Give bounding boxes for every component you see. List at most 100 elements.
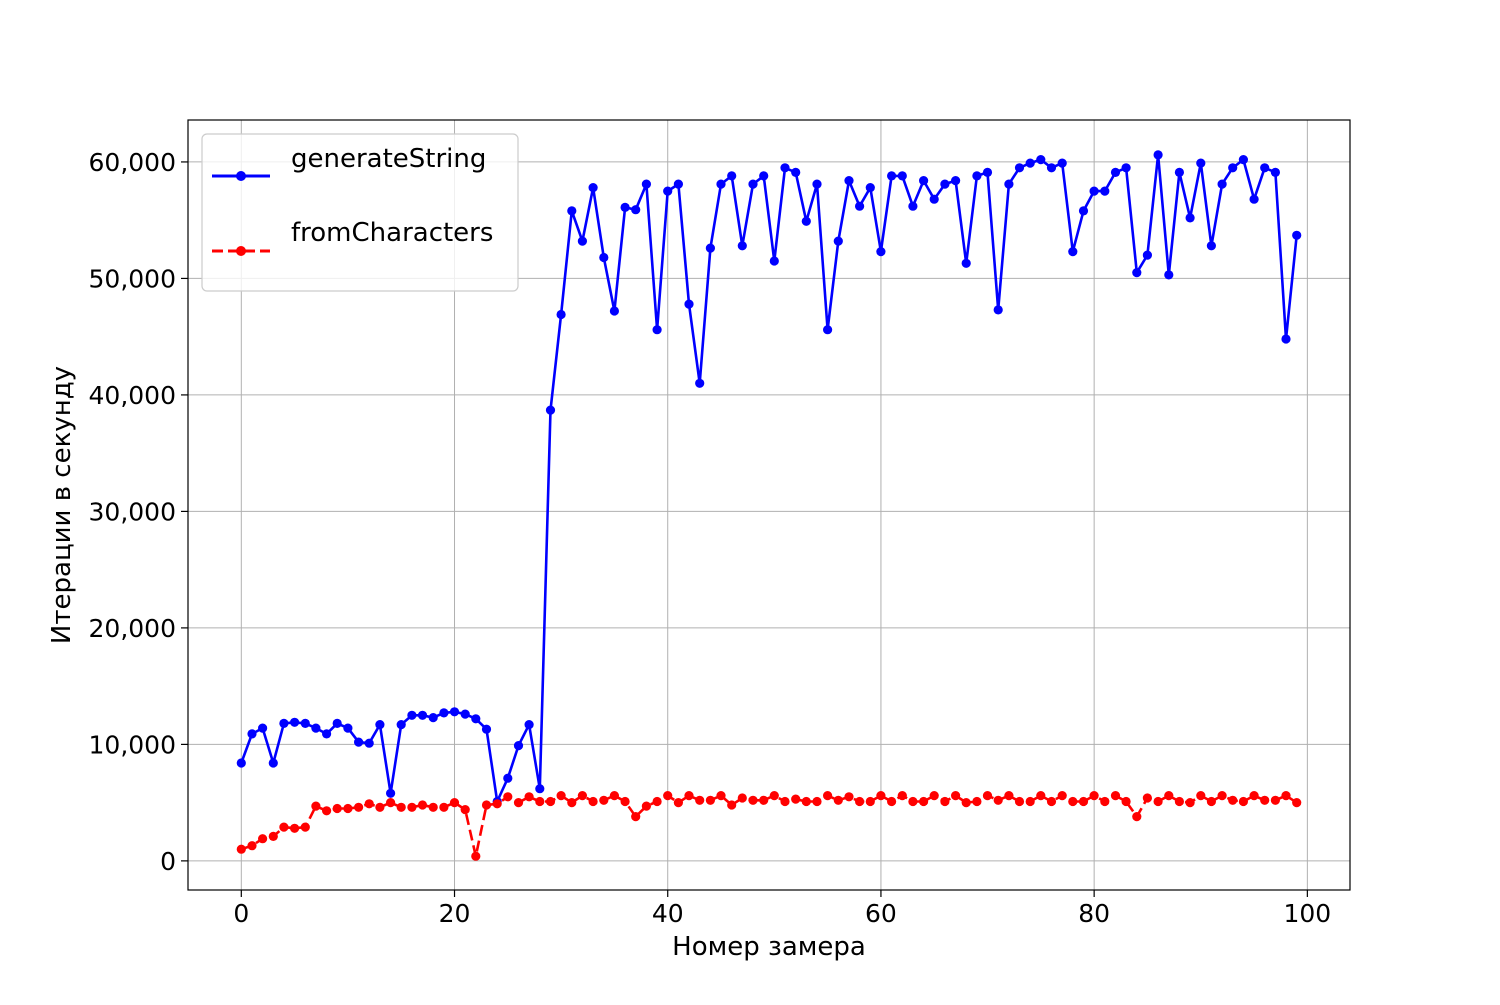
- data-point-generatestring: [812, 179, 822, 189]
- data-point-generatestring: [716, 179, 726, 189]
- data-point-generatestring: [1110, 167, 1121, 177]
- data-point-fromcharacters: [865, 796, 875, 807]
- data-point-fromcharacters: [972, 796, 982, 807]
- data-point-fromcharacters: [556, 791, 566, 801]
- y-tick-label: 30,000: [89, 497, 176, 526]
- data-point-generatestring: [1217, 179, 1227, 189]
- data-point-fromcharacters: [460, 805, 470, 815]
- data-point-fromcharacters: [577, 791, 588, 801]
- data-point-fromcharacters: [1068, 796, 1078, 807]
- x-tick-label: 80: [1078, 899, 1110, 928]
- x-tick-label: 40: [652, 899, 684, 928]
- data-point-generatestring: [1078, 206, 1089, 216]
- series-fromcharacters: [236, 791, 1302, 861]
- data-point-generatestring: [759, 171, 769, 181]
- data-point-generatestring: [332, 718, 342, 729]
- data-point-generatestring: [940, 179, 950, 189]
- data-point-generatestring: [343, 723, 353, 733]
- data-point-fromcharacters: [1036, 791, 1046, 801]
- data-point-fromcharacters: [1260, 795, 1270, 805]
- data-point-fromcharacters: [652, 796, 662, 807]
- data-point-generatestring: [567, 206, 577, 216]
- data-point-generatestring: [631, 205, 641, 215]
- data-point-generatestring: [524, 720, 534, 730]
- data-point-generatestring: [769, 256, 779, 266]
- data-point-generatestring: [908, 201, 918, 211]
- data-point-fromcharacters: [258, 834, 268, 844]
- data-point-fromcharacters: [663, 791, 673, 801]
- data-point-fromcharacters: [1089, 791, 1099, 801]
- data-point-fromcharacters: [1132, 812, 1142, 822]
- data-point-generatestring: [1270, 167, 1280, 177]
- series-line-generatestring: [240, 153, 1298, 803]
- data-point-generatestring: [1249, 194, 1259, 204]
- data-point-fromcharacters: [1004, 791, 1014, 801]
- data-point-fromcharacters: [322, 806, 332, 816]
- data-point-fromcharacters: [364, 799, 374, 809]
- data-point-generatestring: [855, 201, 865, 211]
- series-generatestring: [236, 150, 1302, 807]
- data-point-fromcharacters: [279, 822, 289, 832]
- data-point-generatestring: [535, 784, 545, 794]
- data-point-fromcharacters: [1110, 791, 1121, 801]
- data-point-generatestring: [982, 167, 993, 177]
- data-point-generatestring: [1196, 158, 1206, 168]
- data-point-fromcharacters: [791, 794, 801, 804]
- data-point-fromcharacters: [919, 796, 929, 807]
- data-point-generatestring: [844, 176, 854, 186]
- data-point-fromcharacters: [1121, 796, 1131, 807]
- y-tick-label: 10,000: [89, 730, 176, 759]
- data-point-generatestring: [663, 186, 673, 196]
- data-point-fromcharacters: [1046, 796, 1057, 807]
- data-point-fromcharacters: [1078, 796, 1089, 807]
- data-point-generatestring: [407, 710, 417, 720]
- data-point-generatestring: [823, 325, 833, 335]
- data-point-fromcharacters: [407, 802, 417, 812]
- data-point-fromcharacters: [641, 801, 652, 811]
- data-point-generatestring: [1025, 158, 1035, 168]
- data-point-fromcharacters: [417, 800, 428, 810]
- data-point-fromcharacters: [1238, 796, 1248, 807]
- data-point-fromcharacters: [1281, 791, 1291, 801]
- data-point-fromcharacters: [673, 798, 684, 808]
- data-point-generatestring: [599, 252, 609, 263]
- y-tick-label: 0: [160, 847, 176, 876]
- data-point-generatestring: [471, 714, 481, 724]
- data-point-generatestring: [620, 202, 630, 212]
- data-point-generatestring: [951, 176, 961, 186]
- data-point-fromcharacters: [503, 792, 513, 802]
- y-tick-label: 20,000: [89, 614, 176, 643]
- x-tick-label: 100: [1283, 899, 1331, 928]
- y-axis-title: Итерации в секунду: [47, 366, 77, 644]
- x-tick-label: 0: [233, 899, 249, 928]
- data-point-generatestring: [876, 247, 886, 257]
- data-point-generatestring: [588, 183, 598, 193]
- data-point-generatestring: [375, 720, 385, 730]
- data-point-fromcharacters: [1014, 796, 1025, 807]
- data-point-generatestring: [311, 723, 321, 733]
- data-point-generatestring: [417, 710, 428, 720]
- data-point-fromcharacters: [1249, 791, 1259, 801]
- data-point-fromcharacters: [844, 792, 854, 802]
- data-point-generatestring: [364, 738, 374, 748]
- data-point-generatestring: [993, 305, 1003, 315]
- data-point-generatestring: [1046, 163, 1057, 173]
- data-point-generatestring: [354, 737, 364, 747]
- x-tick-label: 60: [865, 899, 897, 928]
- data-point-fromcharacters: [332, 803, 342, 814]
- data-point-fromcharacters: [887, 796, 897, 807]
- data-point-generatestring: [1004, 179, 1014, 189]
- data-point-generatestring: [268, 758, 278, 768]
- data-point-generatestring: [258, 723, 268, 733]
- data-point-generatestring: [1057, 158, 1067, 168]
- data-point-fromcharacters: [748, 795, 758, 805]
- data-point-fromcharacters: [684, 791, 694, 801]
- data-point-fromcharacters: [780, 796, 790, 807]
- data-point-generatestring: [961, 258, 971, 268]
- data-point-generatestring: [641, 179, 652, 189]
- data-point-fromcharacters: [769, 791, 779, 801]
- data-point-fromcharacters: [1270, 795, 1280, 805]
- plot-series: [236, 150, 1302, 861]
- data-point-fromcharacters: [982, 791, 993, 801]
- y-tick-label: 50,000: [89, 264, 176, 293]
